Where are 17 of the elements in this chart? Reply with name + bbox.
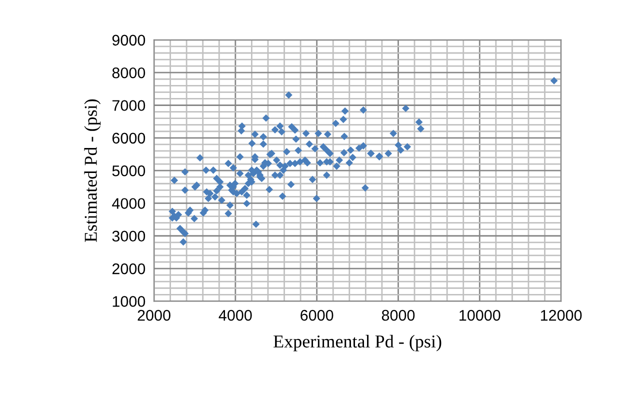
y-tick-label: 9000 — [112, 34, 146, 46]
x-tick-label: 8000 — [382, 310, 415, 321]
y-tick-label: 8000 — [112, 67, 146, 78]
y-tick-label: 7000 — [112, 100, 146, 111]
x-tick-label: 2000 — [138, 310, 170, 321]
x-tick-label: 4000 — [218, 310, 252, 321]
y-tick-label: 3000 — [112, 230, 146, 242]
y-tick-label: 6000 — [112, 132, 146, 144]
y-tick-label: 4000 — [112, 198, 146, 209]
x-tick-label: 6000 — [300, 310, 334, 321]
x-axis-title: Experimental Pd - (psi) — [274, 334, 442, 352]
y-axis-title: Estimated Pd - (psi) — [84, 99, 101, 242]
x-tick-label: 12000 — [540, 310, 582, 321]
y-tick-label: 2000 — [112, 263, 146, 274]
y-tick-label: 1000 — [112, 296, 146, 307]
x-tick-label: 10000 — [460, 310, 500, 321]
y-tick-label: 5000 — [112, 165, 146, 176]
